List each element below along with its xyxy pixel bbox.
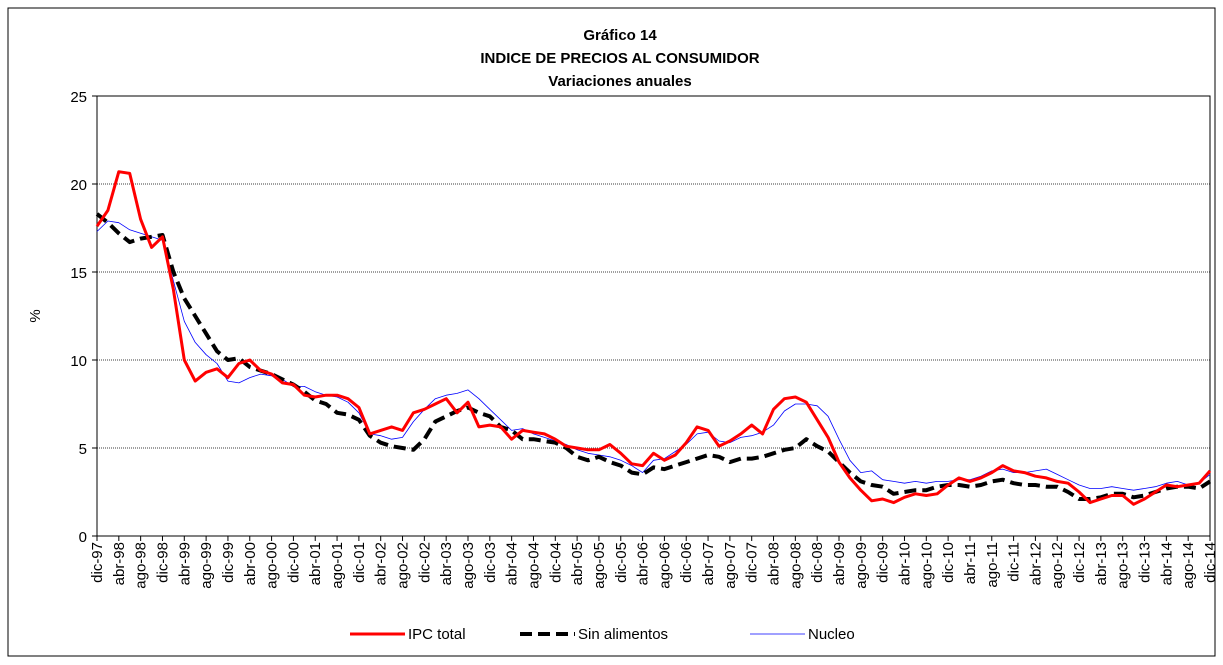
x-tick-label: ago-07 — [722, 542, 739, 589]
x-tick-label: abr-01 — [307, 542, 324, 585]
chart-subtitle: INDICE DE PRECIOS AL CONSUMIDOR — [480, 50, 759, 67]
chart-title: Gráfico 14 — [583, 27, 657, 44]
x-tick-label: dic-12 — [1071, 542, 1088, 583]
x-tick-label: ago-00 — [264, 542, 281, 589]
plot-area — [96, 95, 1211, 537]
x-tick-label: dic-14 — [1202, 542, 1219, 583]
x-tick-label: abr-07 — [700, 542, 717, 585]
x-tick-label: abr-03 — [438, 542, 455, 585]
x-tick-label: ago-04 — [525, 542, 542, 589]
x-tick-label: abr-99 — [176, 542, 193, 585]
x-tick-label: ago-99 — [198, 542, 215, 589]
x-tick-label: abr-11 — [962, 542, 979, 584]
x-tick-label: abr-08 — [766, 542, 783, 585]
x-tick-label: dic-99 — [220, 542, 237, 583]
x-tick-label: abr-13 — [1093, 542, 1110, 585]
y-tick-label: 10 — [70, 353, 87, 370]
x-tick-label: dic-06 — [678, 542, 695, 583]
x-tick-label: ago-14 — [1180, 542, 1197, 589]
x-tick-label: dic-10 — [940, 542, 957, 583]
chart-subtitle: Variaciones anuales — [548, 73, 691, 90]
x-tick-label: abr-02 — [373, 542, 390, 585]
legend-label: Sin alimentos — [578, 626, 668, 643]
x-tick-label: ago-09 — [853, 542, 870, 589]
y-tick-label: 25 — [70, 89, 87, 106]
x-tick-label: ago-12 — [1049, 542, 1066, 589]
x-tick-label: ago-02 — [395, 542, 412, 589]
x-tick-label: abr-09 — [831, 542, 848, 585]
x-tick-label: abr-98 — [111, 542, 128, 585]
x-tick-label: dic-00 — [285, 542, 302, 583]
y-axis-label: % — [27, 309, 44, 322]
x-tick-label: dic-13 — [1137, 542, 1154, 583]
x-tick-label: abr-04 — [504, 542, 521, 585]
x-tick-label: dic-04 — [547, 542, 564, 583]
x-tick-label: abr-00 — [242, 542, 259, 585]
x-tick-label: dic-05 — [613, 542, 630, 583]
x-tick-label: dic-08 — [809, 542, 826, 583]
series-line — [95, 212, 1212, 501]
series-line — [95, 170, 1212, 506]
x-tick-label: abr-10 — [896, 542, 913, 585]
x-tick-label: dic-09 — [875, 542, 892, 583]
x-tick-label: dic-01 — [351, 542, 368, 583]
x-tick-label: ago-01 — [329, 542, 346, 589]
x-tick-label: ago-13 — [1115, 542, 1132, 589]
x-tick-label: abr-06 — [635, 542, 652, 585]
x-tick-label: abr-05 — [569, 542, 586, 585]
x-tick-label: dic-98 — [154, 542, 171, 583]
y-tick-label: 20 — [70, 177, 87, 194]
x-tick-label: ago-03 — [460, 542, 477, 589]
y-tick-label: 5 — [79, 441, 87, 458]
x-tick-label: dic-03 — [482, 542, 499, 583]
x-tick-label: dic-11 — [1006, 542, 1023, 582]
x-tick-label: ago-98 — [133, 542, 150, 589]
chart-border — [7, 7, 1216, 657]
x-tick-label: ago-08 — [787, 542, 804, 589]
x-tick-label: dic-02 — [416, 542, 433, 583]
y-tick-label: 15 — [70, 265, 87, 282]
x-tick-label: ago-10 — [918, 542, 935, 589]
x-tick-label: abr-14 — [1158, 542, 1175, 585]
legend-label: Nucleo — [808, 626, 855, 643]
y-tick-label: 0 — [79, 529, 87, 546]
x-tick-label: ago-11 — [984, 542, 1001, 588]
x-tick-label: ago-06 — [656, 542, 673, 589]
x-tick-label: dic-97 — [89, 542, 106, 583]
legend-label: IPC total — [408, 626, 466, 643]
x-tick-label: ago-05 — [591, 542, 608, 589]
x-tick-label: dic-07 — [744, 542, 761, 583]
x-tick-label: abr-12 — [1027, 542, 1044, 585]
